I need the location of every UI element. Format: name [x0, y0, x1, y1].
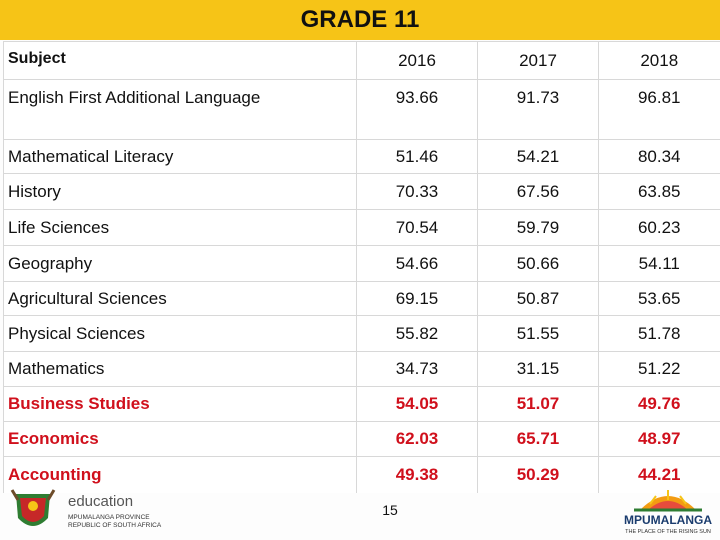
value-2017-cell: 50.87 — [477, 281, 599, 316]
mpumalanga-logo-word: MPUMALANGA — [624, 513, 712, 527]
education-logo-line2: REPUBLIC OF SOUTH AFRICA — [68, 522, 162, 529]
table-row: Life Sciences 70.54 59.79 60.23 — [3, 209, 720, 246]
value-2016-cell: 49.38 — [356, 456, 478, 493]
subject-cell: Life Sciences — [3, 209, 357, 246]
value-2018-cell: 54.11 — [598, 245, 720, 282]
value-2017-cell: 67.56 — [477, 173, 599, 210]
value-2018-cell: 44.21 — [598, 456, 720, 493]
subject-cell: Business Studies — [3, 386, 357, 422]
value-2018-cell: 60.23 — [598, 209, 720, 246]
header-2018: 2018 — [598, 41, 720, 80]
table-row: Geography 54.66 50.66 54.11 — [3, 245, 720, 282]
subject-cell: Physical Sciences — [3, 315, 357, 352]
education-logo-word: education — [68, 493, 133, 510]
value-2018-cell: 53.65 — [598, 281, 720, 316]
coat-of-arms-icon — [10, 489, 56, 526]
value-2016-cell: 62.03 — [356, 421, 478, 457]
value-2016-cell: 93.66 — [356, 79, 478, 140]
value-2017-cell: 59.79 — [477, 209, 599, 246]
table-row: English First Additional Language 93.66 91… — [3, 79, 720, 140]
title-bar: GRADE 11 — [0, 0, 720, 40]
page-number: 15 — [382, 502, 398, 518]
value-2016-cell: 69.15 — [356, 281, 478, 316]
value-2018-cell: 51.78 — [598, 315, 720, 352]
subject-cell: Mathematical Literacy — [3, 139, 357, 174]
table-row: Physical Sciences 55.82 51.55 51.78 — [3, 315, 720, 352]
value-2017-cell: 50.29 — [477, 456, 599, 493]
subject-cell: Economics — [3, 421, 357, 457]
education-logo: education MPUMALANGA PROVINCE REPUBLIC O… — [10, 489, 162, 529]
subject-cell: English First Additional Language — [3, 79, 357, 140]
value-2018-cell: 48.97 — [598, 421, 720, 457]
table-row: Business Studies 54.05 51.07 49.76 — [3, 386, 720, 422]
table-body: English First Additional Language 93.66 91… — [3, 79, 720, 493]
value-2018-cell: 96.81 — [598, 79, 720, 140]
value-2016-cell: 70.54 — [356, 209, 478, 246]
header-subject: Subject — [3, 41, 357, 80]
table-row: Agricultural Sciences 69.15 50.87 53.65 — [3, 281, 720, 316]
table-row: Accounting 49.38 50.29 44.21 — [3, 456, 720, 493]
value-2016-cell: 34.73 — [356, 351, 478, 387]
mpumalanga-logo-tagline: THE PLACE OF THE RISING SUN — [625, 529, 711, 535]
subject-cell: Geography — [3, 245, 357, 282]
value-2017-cell: 31.15 — [477, 351, 599, 387]
header-2017: 2017 — [477, 41, 599, 80]
value-2017-cell: 51.55 — [477, 315, 599, 352]
subject-cell: Mathematics — [3, 351, 357, 387]
value-2017-cell: 91.73 — [477, 79, 599, 140]
value-2018-cell: 51.22 — [598, 351, 720, 387]
subject-cell: History — [3, 173, 357, 210]
value-2016-cell: 54.66 — [356, 245, 478, 282]
table-row: Economics 62.03 65.71 48.97 — [3, 421, 720, 457]
value-2017-cell: 65.71 — [477, 421, 599, 457]
table-row: Mathematics 34.73 31.15 51.22 — [3, 351, 720, 387]
subject-cell: Agricultural Sciences — [3, 281, 357, 316]
mpumalanga-logo: MPUMALANGA THE PLACE OF THE RISING SUN — [624, 490, 712, 535]
value-2018-cell: 49.76 — [598, 386, 720, 422]
header-2016: 2016 — [356, 41, 478, 80]
value-2017-cell: 51.07 — [477, 386, 599, 422]
slide-title: GRADE 11 — [300, 6, 420, 33]
value-2016-cell: 70.33 — [356, 173, 478, 210]
footer: education MPUMALANGA PROVINCE REPUBLIC O… — [0, 482, 720, 540]
value-2016-cell: 54.05 — [356, 386, 478, 422]
education-logo-line1: MPUMALANGA PROVINCE — [68, 514, 150, 521]
subject-cell: Accounting — [3, 456, 357, 493]
table-row: History 70.33 67.56 63.85 — [3, 173, 720, 210]
value-2017-cell: 54.21 — [477, 139, 599, 174]
header-row: Subject 2016 2017 2018 — [3, 41, 720, 80]
value-2016-cell: 51.46 — [356, 139, 478, 174]
table-row: Mathematical Literacy 51.46 54.21 80.34 — [3, 139, 720, 174]
results-table: Subject 2016 2017 2018 English First Add… — [3, 41, 720, 493]
value-2017-cell: 50.66 — [477, 245, 599, 282]
value-2018-cell: 63.85 — [598, 173, 720, 210]
value-2018-cell: 80.34 — [598, 139, 720, 174]
value-2016-cell: 55.82 — [356, 315, 478, 352]
rising-sun-icon — [634, 490, 702, 512]
